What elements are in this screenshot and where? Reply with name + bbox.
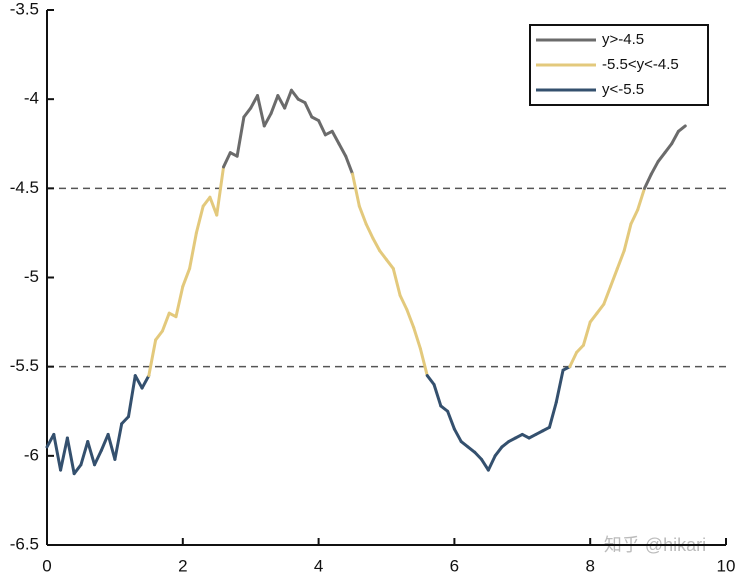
line-segment bbox=[636, 186, 647, 212]
line-segment bbox=[629, 208, 640, 226]
line-segment bbox=[86, 440, 97, 467]
line-segment bbox=[201, 195, 212, 208]
line-segment bbox=[588, 311, 599, 324]
line-segment bbox=[52, 432, 63, 472]
line-segment bbox=[160, 311, 171, 333]
line-segment bbox=[188, 231, 198, 271]
line-segment bbox=[418, 347, 429, 378]
line-segment bbox=[194, 204, 205, 235]
line-segment bbox=[113, 422, 124, 461]
line-segment bbox=[222, 151, 232, 169]
line-segment bbox=[93, 448, 103, 467]
line-segment bbox=[255, 94, 266, 128]
line-segment bbox=[609, 267, 619, 288]
line-segment bbox=[215, 165, 226, 217]
line-segment bbox=[317, 119, 327, 137]
line-segment bbox=[385, 258, 395, 271]
line-segment bbox=[120, 415, 130, 426]
line-segment bbox=[575, 343, 585, 354]
line-segment bbox=[65, 436, 76, 476]
line-segment bbox=[452, 427, 463, 444]
line-segment bbox=[59, 436, 69, 472]
line-segment bbox=[670, 129, 680, 146]
x-tick-label: 8 bbox=[585, 556, 594, 575]
line-segment bbox=[622, 222, 633, 253]
line-segment bbox=[581, 320, 592, 347]
line-segment bbox=[344, 154, 355, 176]
line-segment bbox=[262, 111, 273, 128]
line-segment bbox=[364, 222, 375, 240]
line-segment bbox=[595, 302, 606, 315]
line-segment bbox=[45, 432, 56, 449]
line-segment bbox=[269, 94, 280, 115]
line-segment bbox=[493, 445, 504, 458]
line-segment bbox=[398, 293, 409, 312]
line-segment bbox=[106, 432, 117, 461]
line-segment bbox=[554, 368, 565, 404]
line-segment bbox=[154, 329, 164, 342]
line-segment bbox=[289, 88, 300, 101]
line-segment bbox=[649, 160, 660, 176]
line-segment bbox=[391, 267, 402, 297]
line-segment bbox=[303, 101, 314, 119]
line-segment bbox=[432, 383, 443, 408]
line-segment bbox=[663, 142, 674, 155]
y-tick-label: -5 bbox=[24, 267, 39, 286]
y-tick-label: -6.5 bbox=[10, 534, 39, 553]
line-segment bbox=[283, 88, 293, 110]
x-tick-label: 6 bbox=[450, 556, 459, 575]
x-tick-label: 10 bbox=[717, 556, 736, 575]
line-segment bbox=[412, 325, 422, 351]
line-segment bbox=[126, 374, 137, 419]
line-segment bbox=[174, 284, 185, 319]
line-segment bbox=[351, 172, 361, 208]
line-segment bbox=[249, 94, 259, 110]
y-tick-label: -5.5 bbox=[10, 356, 39, 375]
x-tick-label: 2 bbox=[178, 556, 187, 575]
line-segment bbox=[235, 115, 246, 158]
line-segment bbox=[615, 249, 626, 271]
line-segment bbox=[330, 129, 341, 146]
line-segment bbox=[79, 440, 90, 467]
line-segment bbox=[371, 236, 382, 253]
line-segment bbox=[140, 374, 151, 390]
line-segment bbox=[656, 151, 667, 164]
line-segment bbox=[72, 463, 83, 476]
line-segment bbox=[357, 204, 368, 226]
line-segment bbox=[208, 195, 219, 217]
y-tick-label: -4 bbox=[24, 89, 39, 108]
line-segment bbox=[147, 338, 158, 378]
line-segment bbox=[405, 308, 416, 329]
legend-label: -5.5<y<-4.5 bbox=[602, 56, 679, 73]
x-tick-label: 0 bbox=[42, 556, 51, 575]
line-segment bbox=[480, 457, 490, 472]
line-segment bbox=[568, 350, 579, 369]
y-tick-label: -6 bbox=[24, 445, 39, 464]
legend-label: y>-4.5 bbox=[602, 31, 644, 48]
line-segment bbox=[425, 374, 436, 386]
line-segment bbox=[99, 432, 110, 452]
y-tick-label: -3.5 bbox=[10, 0, 39, 18]
line-segment bbox=[643, 172, 653, 190]
line-segment bbox=[676, 124, 687, 133]
line-segment bbox=[133, 374, 144, 390]
line-segment bbox=[378, 249, 388, 262]
x-tick-label: 4 bbox=[314, 556, 323, 575]
y-tick-label: -4.5 bbox=[10, 178, 39, 197]
line-segment bbox=[446, 409, 456, 431]
legend-label: y<-5.5 bbox=[602, 81, 644, 98]
line-segment bbox=[486, 454, 497, 472]
line-segment bbox=[473, 450, 484, 461]
line-segment bbox=[337, 142, 348, 158]
line-segment bbox=[242, 106, 253, 119]
line-segment bbox=[602, 284, 613, 306]
line-segment bbox=[181, 267, 192, 288]
line-segment bbox=[276, 94, 287, 110]
line-segment bbox=[547, 400, 558, 429]
